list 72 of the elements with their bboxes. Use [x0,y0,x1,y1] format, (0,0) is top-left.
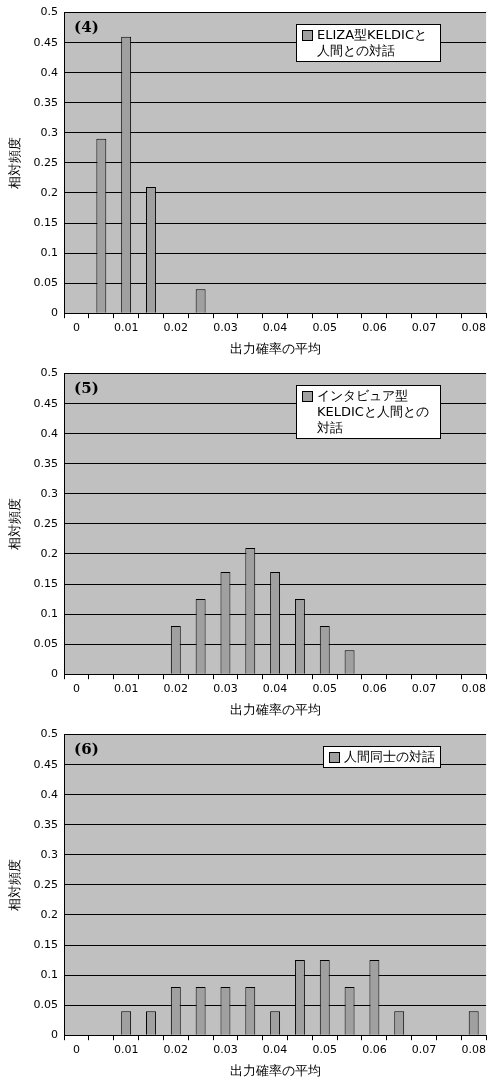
y-axis-title: 相対頻度 [7,858,23,911]
x-tick-label: 0.03 [213,681,238,695]
x-tick-label: 0.01 [113,320,139,334]
x-tick-label: 0.01 [113,681,139,695]
x-tick-label: 0.04 [262,1042,288,1056]
y-tick-label: 0.1 [40,606,59,620]
y-tick-label: 0.4 [40,787,59,801]
y-tick-label: 0.5 [40,366,59,380]
annotation: (4) [74,17,99,36]
x-tick-label: 0 [73,681,80,695]
y-tick-label: 0.4 [40,65,59,79]
x-tick-label: 0.02 [163,320,189,334]
x-tick-label: 0.03 [213,320,238,334]
y-tick-label: 0.45 [33,757,59,771]
x-axis-title: 出力確率の平均 [229,340,321,356]
y-axis-title: 相対頻度 [7,497,23,550]
x-tick-label: 0.04 [262,320,288,334]
y-tick-label: 0.5 [40,5,59,19]
y-tick-label: 0.3 [40,486,59,500]
x-tick-label: 0.05 [312,681,337,695]
y-tick-label: 0.05 [33,276,59,289]
x-tick-label: 0.02 [163,681,189,695]
y-tick-label: 0.3 [40,847,59,861]
y-tick-label: 0.25 [33,155,59,169]
x-tick-label: 0 [73,320,80,334]
x-tick-label: 0.05 [312,1042,337,1056]
x-tick-label: 0.05 [312,320,337,334]
x-tick-label: 0.04 [262,681,288,695]
x-axis-title: 出力確率の平均 [229,1062,321,1078]
y-tick-label: 0.35 [33,456,59,470]
x-tick-label: 0.03 [213,1042,238,1056]
y-tick-label: 0.35 [33,95,59,109]
x-tick-label: 0.07 [411,681,437,695]
y-tick-label: 0 [51,306,59,320]
y-tick-label: 0.15 [33,576,59,590]
y-tick-label: 0 [51,1028,59,1042]
y-tick-label: 0.2 [40,546,59,560]
x-axis-title: 出力確率の平均 [229,701,321,717]
x-tick-label: 0.02 [163,1042,189,1056]
legend-label: インタビュア型KELDICと人間との対話 [317,388,430,436]
y-tick-label: 0.5 [40,727,59,741]
x-tick-label: 0.08 [461,681,486,695]
y-tick-label: 0 [51,667,59,681]
y-axis-title: 相対頻度 [7,136,23,189]
legend-label: 人間同士の対話 [344,749,435,765]
x-tick-label: 0.07 [411,1042,437,1056]
legend-label: ELIZA型KELDICと人間との対話 [317,27,428,59]
y-tick-label: 0.15 [33,937,59,951]
y-tick-label: 0.2 [40,185,59,199]
annotation: (6) [74,739,99,758]
y-tick-label: 0.3 [40,125,59,139]
y-tick-label: 0.25 [33,877,59,891]
y-tick-label: 0.45 [33,396,59,410]
x-tick-label: 0.08 [461,320,486,334]
y-tick-label: 0.05 [33,637,59,650]
y-tick-label: 0.05 [33,998,59,1011]
y-tick-label: 0.4 [40,426,59,440]
y-tick-label: 0.2 [40,907,59,921]
x-tick-label: 0.01 [113,1042,139,1056]
y-tick-label: 0.45 [33,35,59,49]
y-tick-label: 0.15 [33,215,59,229]
x-tick-label: 0 [73,1042,80,1056]
y-tick-label: 0.25 [33,516,59,530]
annotation: (5) [74,378,99,397]
y-tick-label: 0.1 [40,967,59,981]
y-tick-label: 0.1 [40,245,59,259]
x-tick-label: 0.06 [362,681,387,695]
x-tick-label: 0.06 [362,1042,387,1056]
x-tick-label: 0.07 [411,320,437,334]
y-tick-label: 0.35 [33,817,59,831]
x-tick-label: 0.08 [461,1042,486,1056]
x-tick-label: 0.06 [362,320,387,334]
